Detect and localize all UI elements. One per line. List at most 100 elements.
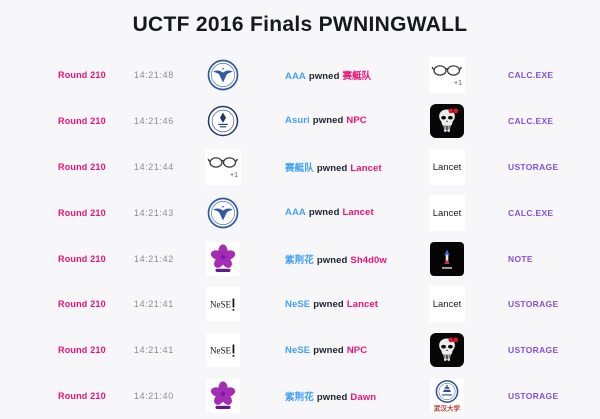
svg-text:+1: +1 [230,172,238,179]
challenge-name: USTORAGE [508,161,559,172]
glasses-plus-one-icon: +1 [205,148,241,185]
round-label: Round 210 [58,115,106,126]
punisher-skull-bow-icon [429,103,465,139]
bit-seal-icon [205,103,241,139]
victim-name: NPC [346,344,368,356]
challenge-name: CALC.EXE [508,69,554,80]
challenge-name: USTORAGE [508,391,559,402]
page-title: UCTF 2016 Finals PWNINGWALL [132,13,468,36]
nuaa-eagle-seal-icon [205,195,241,231]
punisher-skull-bow-icon [429,332,465,368]
challenge-name: USTORAGE [508,299,559,310]
pwned-verb: pwned [312,115,344,127]
round-label: Round 210 [58,299,106,310]
attacker-logo-cell [186,57,260,93]
round-label: Round 210 [58,69,106,80]
round-label: Round 210 [58,253,106,264]
timestamp: 14:21:44 [134,161,174,172]
challenge-name: USTORAGE [508,345,559,356]
event-text: AAA pwned 赛艇队 [260,68,427,82]
attacker-logo-cell [186,378,260,414]
victim-name: 赛艇队 [342,70,372,82]
sh4d0w-figure-icon [429,241,465,277]
svg-text:NeSE: NeSE [210,346,231,356]
event-text: NeSE pwned NPC [260,345,427,356]
victim-name: Dawn [350,392,377,404]
pwn-event-row: Round 210 14:21:40 紫荆花 pwned Dawn 武汉大学 UST… [0,373,600,419]
pwn-event-row: Round 210 14:21:43 AAA pwned Lancet Lancet… [0,190,600,236]
timestamp: 14:21:41 [134,299,174,310]
bauhinia-flower-icon [205,241,241,277]
timestamp: 14:21:41 [134,345,174,356]
attacker-logo-cell [186,195,260,231]
nese-wordmark-icon: NeSE [205,332,241,368]
attacker-name: NeSE [285,298,311,310]
pwned-verb: pwned [316,392,348,404]
victim-name: Lancet [350,162,382,174]
svg-text:武汉大学: 武汉大学 [434,404,461,413]
victim-name: Sh4d0w [350,254,387,266]
svg-text:+1: +1 [454,80,462,87]
pwn-event-row: Round 210 14:21:41 NeSE NeSE pwned Lancet … [0,281,600,327]
pwned-verb: pwned [313,344,344,356]
challenge-name: NOTE [508,253,533,264]
attacker-name: 紫荆花 [285,254,314,266]
lancet-wordmark-icon: Lancet [429,286,465,323]
victim-logo-cell [427,332,467,368]
pwned-verb: pwned [308,70,340,82]
attacker-name: 紫荆花 [285,392,314,404]
round-label: Round 210 [58,161,106,172]
whu-seal-icon: 武汉大学 [429,378,465,414]
attacker-logo-cell: NeSE [186,286,260,322]
attacker-name: AAA [285,207,306,219]
lancet-wordmark-icon: Lancet [429,194,465,231]
svg-text:Lancet: Lancet [433,299,462,310]
pwn-event-row: Round 210 14:21:48 AAA pwned 赛艇队 +1 CALC.E… [0,52,600,98]
nuaa-eagle-seal-icon [205,57,241,93]
nese-wordmark-icon: NeSE [205,286,241,322]
victim-name: Lancet [346,298,379,310]
challenge-name: CALC.EXE [508,115,554,126]
victim-logo-cell: +1 [427,56,467,93]
event-text: 赛艇队 pwned Lancet [260,160,427,174]
victim-name: NPC [346,115,367,127]
victim-logo-cell [427,241,467,277]
victim-logo-cell: Lancet [427,286,467,323]
pwn-event-list: Round 210 14:21:48 AAA pwned 赛艇队 +1 CALC.E… [0,52,600,419]
attacker-logo-cell: +1 [186,148,260,185]
round-label: Round 210 [58,207,106,218]
attacker-logo-cell: NeSE [186,332,260,368]
event-text: Asuri pwned NPC [260,115,427,126]
pwn-event-row: Round 210 14:21:44 +1 赛艇队 pwned Lancet Lan… [0,144,600,190]
pwned-verb: pwned [316,162,348,174]
attacker-name: AAA [285,70,306,82]
timestamp: 14:21:46 [134,115,174,126]
attacker-name: NeSE [285,344,311,356]
victim-logo-cell: Lancet [427,194,467,231]
bauhinia-flower-icon [205,378,241,414]
timestamp: 14:21:43 [134,207,174,218]
svg-text:NeSE: NeSE [210,300,231,310]
round-label: Round 210 [58,391,106,402]
victim-logo-cell [427,103,467,139]
event-text: 紫荆花 pwned Dawn [260,389,427,403]
attacker-logo-cell [186,241,260,277]
timestamp: 14:21:48 [134,69,174,80]
svg-text:Lancet: Lancet [433,208,462,219]
svg-text:Lancet: Lancet [433,162,462,173]
event-text: AAA pwned Lancet [260,207,427,218]
victim-logo-cell: Lancet [427,148,467,185]
timestamp: 14:21:42 [134,253,174,264]
glasses-plus-one-icon: +1 [429,56,465,93]
timestamp: 14:21:40 [134,391,174,402]
pwn-event-row: Round 210 14:21:46 Asuri pwned NPC CALC.EX… [0,98,600,144]
event-text: 紫荆花 pwned Sh4d0w [260,252,427,266]
attacker-logo-cell [186,103,260,139]
pwned-verb: pwned [308,207,340,219]
pwn-event-row: Round 210 14:21:42 紫荆花 pwned Sh4d0w NOTE [0,236,600,282]
victim-logo-cell: 武汉大学 [427,378,467,414]
pwned-verb: pwned [316,254,348,266]
challenge-name: CALC.EXE [508,207,554,218]
lancet-wordmark-icon: Lancet [429,148,465,185]
